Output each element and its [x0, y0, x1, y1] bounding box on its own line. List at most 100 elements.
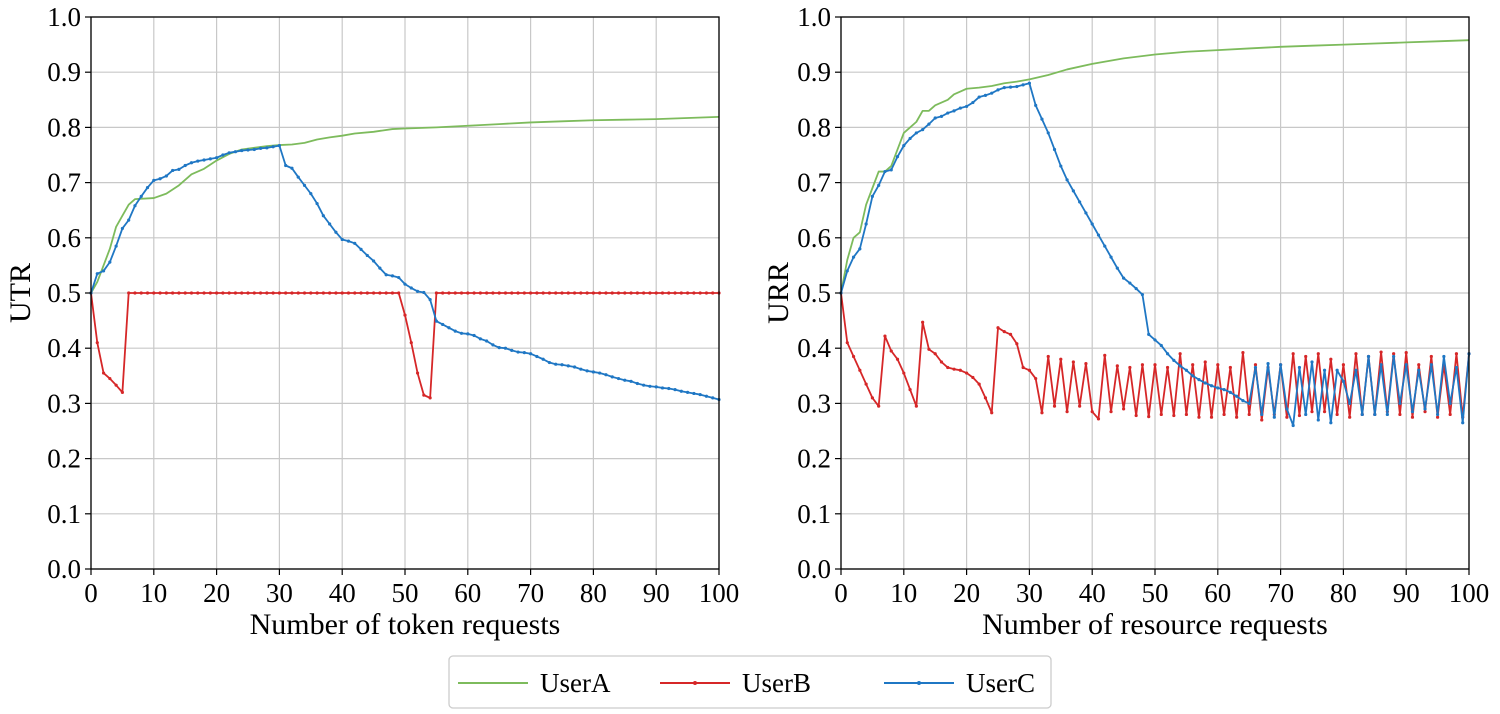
data-point-userb	[1084, 362, 1088, 366]
data-point-userc	[202, 158, 206, 162]
data-point-userb	[933, 352, 937, 356]
x-tick-label: 80	[580, 578, 607, 608]
data-point-userc	[908, 136, 912, 141]
data-point-userc	[177, 167, 181, 171]
data-point-userc	[233, 150, 238, 154]
data-point-userb	[485, 291, 489, 295]
legend: UserA UserB UserC	[448, 655, 1052, 709]
data-point-userb	[1398, 412, 1402, 417]
data-point-userb	[1172, 413, 1176, 418]
data-point-userc	[877, 183, 881, 187]
data-point-userb	[1078, 404, 1082, 408]
data-point-userc	[415, 289, 420, 293]
data-point-userc	[114, 244, 118, 248]
data-point-userc	[1002, 86, 1006, 90]
data-point-userb	[334, 291, 338, 295]
data-point-userc	[654, 385, 658, 389]
data-point-userc	[1216, 386, 1220, 390]
data-point-userc	[510, 348, 514, 353]
data-point-userc	[296, 175, 300, 179]
data-point-userb	[704, 291, 709, 295]
data-point-userb	[629, 291, 633, 295]
data-point-userb	[971, 375, 975, 380]
data-point-userc	[1423, 407, 1427, 411]
x-axis-title: Number of token requests	[250, 608, 561, 641]
y-tick-label: 0.6	[47, 223, 81, 253]
data-point-userc	[441, 322, 445, 327]
data-point-userc	[1109, 255, 1113, 259]
data-point-userb	[1153, 363, 1157, 367]
data-point-userc	[529, 352, 533, 356]
data-point-userc	[1084, 211, 1088, 215]
data-point-userc	[1322, 368, 1327, 372]
data-point-userb	[877, 404, 881, 408]
data-point-userc	[946, 111, 950, 115]
data-point-userb	[365, 291, 369, 295]
data-point-userb	[1140, 363, 1145, 367]
data-point-userc	[1184, 368, 1188, 372]
data-point-userb	[654, 291, 658, 295]
y-tick-label: 0.4	[47, 333, 81, 363]
data-point-userc	[1272, 415, 1276, 419]
data-point-userb	[522, 291, 526, 295]
data-point-userb	[908, 388, 912, 392]
data-point-userb	[1021, 365, 1025, 370]
data-point-userb	[196, 291, 200, 295]
data-point-userb	[158, 291, 162, 295]
data-point-userc	[428, 298, 432, 302]
data-point-userb	[711, 291, 715, 295]
x-tick-label: 50	[392, 578, 419, 608]
data-point-userc	[459, 331, 464, 335]
data-point-userb	[415, 371, 420, 375]
data-point-userb	[1209, 415, 1214, 419]
data-point-userb	[1260, 418, 1264, 422]
data-point-userc	[1103, 244, 1107, 248]
legend-marker-userc	[917, 681, 921, 685]
data-point-userb	[353, 291, 357, 295]
data-point-userc	[1222, 388, 1226, 392]
data-point-userb	[152, 291, 156, 295]
data-point-userb	[1122, 407, 1126, 411]
data-point-userb	[258, 291, 263, 295]
data-point-userb	[535, 291, 539, 295]
x-tick-label: 20	[203, 578, 230, 608]
data-point-userc	[240, 148, 244, 153]
x-tick-label: 0	[834, 578, 848, 608]
data-point-userb	[183, 291, 187, 295]
legend-label-usera: UserA	[540, 668, 611, 698]
data-point-userb	[372, 291, 376, 295]
data-point-userb	[1015, 342, 1019, 346]
data-point-userb	[453, 291, 457, 295]
data-point-userc	[1360, 412, 1364, 417]
data-point-userb	[428, 396, 432, 400]
data-point-userb	[510, 291, 514, 295]
data-point-userc	[914, 131, 918, 135]
data-point-userb	[101, 371, 106, 375]
data-point-userb	[889, 349, 893, 353]
data-point-userb	[560, 291, 564, 295]
data-point-userc	[1159, 343, 1163, 348]
data-point-userc	[1147, 332, 1151, 336]
data-point-userc	[196, 159, 200, 163]
data-point-userc	[535, 354, 539, 359]
data-point-userc	[1197, 378, 1201, 382]
data-point-userc	[1304, 412, 1308, 417]
data-point-userb	[1071, 360, 1075, 364]
data-point-userc	[704, 394, 709, 398]
data-point-userc	[1392, 354, 1396, 359]
data-point-userb	[927, 347, 931, 351]
data-point-userc	[403, 282, 407, 286]
data-point-userc	[447, 326, 451, 330]
data-point-userb	[1304, 354, 1308, 359]
data-point-userb	[1454, 352, 1459, 356]
data-point-userb	[321, 291, 325, 295]
data-point-userb	[447, 291, 451, 295]
data-point-userc	[271, 145, 275, 149]
data-point-userc	[1285, 407, 1289, 411]
data-point-userc	[353, 241, 357, 245]
data-point-userb	[1379, 350, 1383, 354]
series-line-usera	[840, 39, 1470, 294]
data-point-userc	[623, 378, 627, 382]
data-point-userc	[629, 379, 633, 383]
